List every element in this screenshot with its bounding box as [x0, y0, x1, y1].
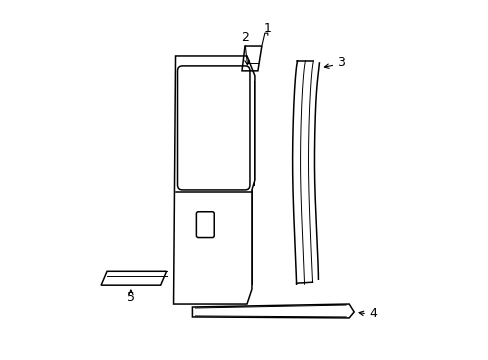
Text: 1: 1 — [264, 22, 271, 35]
Text: 2: 2 — [241, 31, 248, 44]
Text: 5: 5 — [126, 291, 135, 303]
Text: 4: 4 — [368, 307, 376, 320]
Text: 3: 3 — [337, 57, 345, 69]
